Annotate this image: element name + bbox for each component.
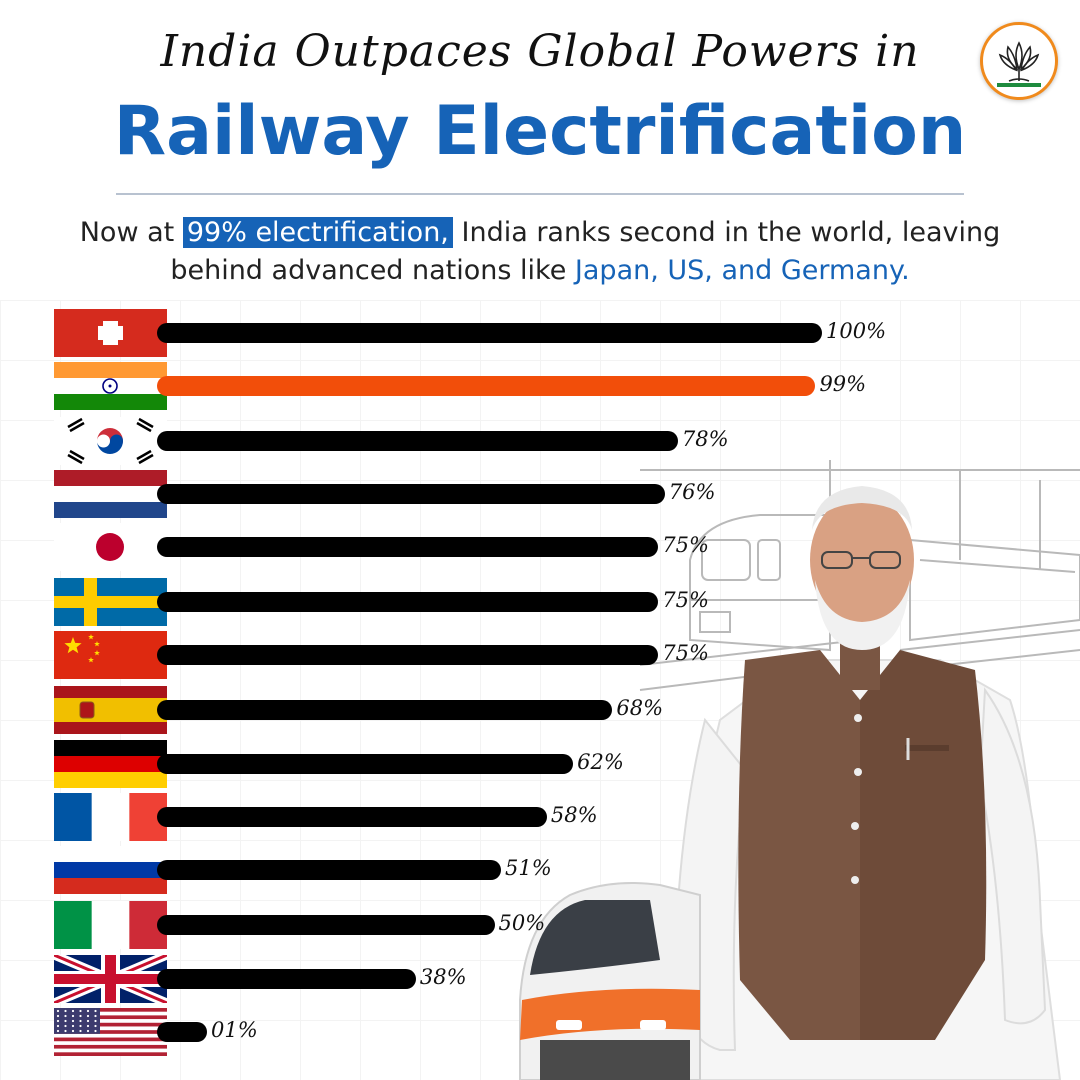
bar-france — [157, 807, 547, 827]
page-title: Railway Electrification — [113, 92, 967, 171]
bar-japan — [157, 537, 659, 557]
value-label-sweden: 75% — [662, 588, 709, 612]
flag-united-kingdom — [54, 955, 167, 1003]
bar-russia — [157, 860, 502, 880]
bar-south-korea — [157, 431, 678, 451]
value-label-france: 58% — [550, 803, 598, 827]
flag-japan — [54, 523, 167, 571]
lotus-icon — [997, 41, 1041, 87]
flag-russia — [54, 846, 167, 894]
party-logo — [980, 22, 1058, 100]
bar-india — [157, 376, 816, 396]
bar-netherlands — [157, 484, 665, 504]
flag-india — [54, 362, 167, 410]
value-label-italy: 50% — [498, 911, 546, 935]
intro-prefix: Now at — [79, 217, 183, 248]
value-label-south-korea: 78% — [681, 427, 729, 451]
value-label-united-kingdom: 38% — [419, 965, 467, 989]
value-label-russia: 51% — [505, 856, 552, 880]
bar-switzerland — [157, 323, 822, 343]
bar-united-states — [157, 1022, 207, 1042]
intro-countries: Japan, US, and Germany. — [574, 255, 910, 286]
flag-south-korea — [54, 417, 167, 465]
flag-italy — [54, 901, 167, 949]
value-label-china: 75% — [662, 641, 709, 665]
leader-figure — [673, 486, 1062, 1080]
flag-china — [54, 631, 167, 679]
flag-france — [54, 793, 167, 841]
value-label-switzerland: 100% — [826, 319, 887, 343]
headline-prefix: India Outpaces Global Powers in — [160, 26, 920, 77]
flag-sweden — [54, 578, 167, 626]
intro-middle: India ranks second in the world, leaving… — [170, 217, 1001, 286]
flag-germany — [54, 740, 167, 788]
bar-spain — [157, 700, 613, 720]
value-label-germany: 62% — [577, 750, 624, 774]
bar-germany — [157, 754, 574, 774]
intro-highlight: 99% electrification, — [182, 217, 453, 248]
value-label-spain: 68% — [616, 696, 664, 720]
value-label-japan: 75% — [662, 533, 709, 557]
flag-switzerland — [54, 309, 167, 357]
bar-united-kingdom — [157, 969, 416, 989]
intro-text: Now at 99% electrification, India ranks … — [40, 214, 1040, 290]
bar-china — [157, 645, 659, 665]
divider — [116, 193, 964, 195]
flag-netherlands — [54, 470, 167, 518]
value-label-india: 99% — [819, 372, 867, 396]
bar-italy — [157, 915, 495, 935]
orange-train-illustration — [519, 881, 701, 1080]
value-label-netherlands: 76% — [668, 480, 716, 504]
value-label-united-states: 01% — [211, 1018, 258, 1042]
bar-sweden — [157, 592, 659, 612]
flag-united-states — [54, 1008, 167, 1056]
flag-spain — [54, 686, 167, 734]
